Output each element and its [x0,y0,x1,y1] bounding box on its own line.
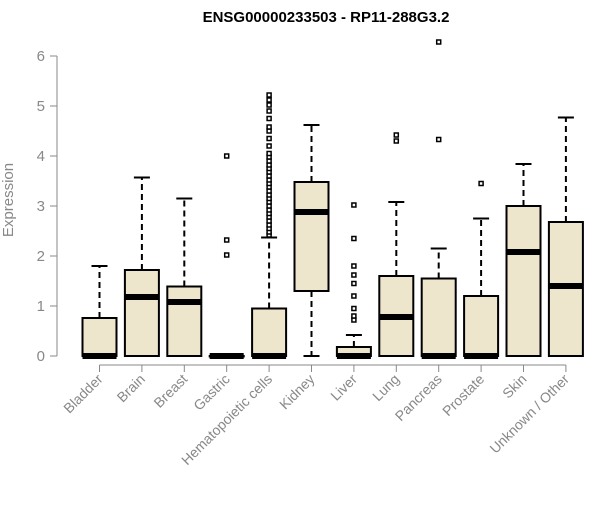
chart-title: ENSG00000233503 - RP11-288G3.2 [203,9,450,26]
outlier-point [393,132,400,138]
outlier-point [223,252,230,258]
x-tick-label: Liver [327,371,360,404]
outlier-point [351,280,357,287]
box-group [123,176,160,357]
outlier-point [393,138,400,144]
iqr-box [420,277,457,357]
y-tick-label: 6 [37,48,45,65]
x-tick-label: Kidney [276,371,318,413]
outlier-point [266,108,272,114]
outlier-point [435,136,442,143]
iqr-box [463,295,500,357]
outlier-point [351,263,357,269]
outlier-point [223,153,230,159]
iqr-box [251,307,288,357]
x-tick-label: Lung [369,371,402,404]
box-group [293,124,330,357]
box-group [251,92,288,359]
outlier-point [351,313,357,319]
outlier-point [266,115,272,122]
y-axis: 0 1 2 3 4 5 6 [37,48,58,365]
outlier-point [478,180,484,187]
x-tick-label: Prostate [439,371,487,419]
iqr-box [166,285,203,357]
box-group [335,202,372,359]
box-group [208,153,245,359]
box-group [420,39,457,359]
x-tick-label: Bladder [60,371,106,417]
box-group [463,180,500,359]
box-group [81,265,118,359]
plot-area [81,39,584,359]
outlier-point [351,235,357,242]
outlier-point [266,97,272,103]
y-tick-label: 1 [37,298,45,315]
iqr-box [81,317,118,357]
outlier-point [351,293,357,299]
y-tick-label: 5 [37,98,45,115]
y-axis-label: Expression [0,163,17,237]
y-tick-label: 3 [37,198,45,215]
x-tick-label: Unknown / Other [486,371,572,457]
outlier-point [266,92,272,98]
outlier-point [266,150,272,157]
y-tick-label: 2 [37,248,45,265]
outlier-point [351,202,357,208]
y-tick-label: 4 [37,148,45,165]
outlier-point [266,143,272,149]
x-tick-label: Breast [150,371,190,411]
y-tick-label: 0 [37,348,45,365]
outlier-point [435,39,442,45]
box-group [505,163,542,357]
outlier-point [266,102,272,108]
x-tick-label: Skin [499,371,530,402]
box-group [547,116,584,357]
outlier-point [266,124,272,130]
iqr-box [123,269,160,357]
x-tick-label: Pancreas [392,371,445,424]
iqr-box [293,181,330,292]
outlier-point [266,135,272,142]
box-group [378,132,415,357]
outlier-point [351,305,357,312]
x-tick-label: Brain [114,371,148,405]
outlier-point [351,272,357,278]
iqr-box [505,205,542,357]
box-group [166,197,203,357]
outlier-point [223,237,230,243]
